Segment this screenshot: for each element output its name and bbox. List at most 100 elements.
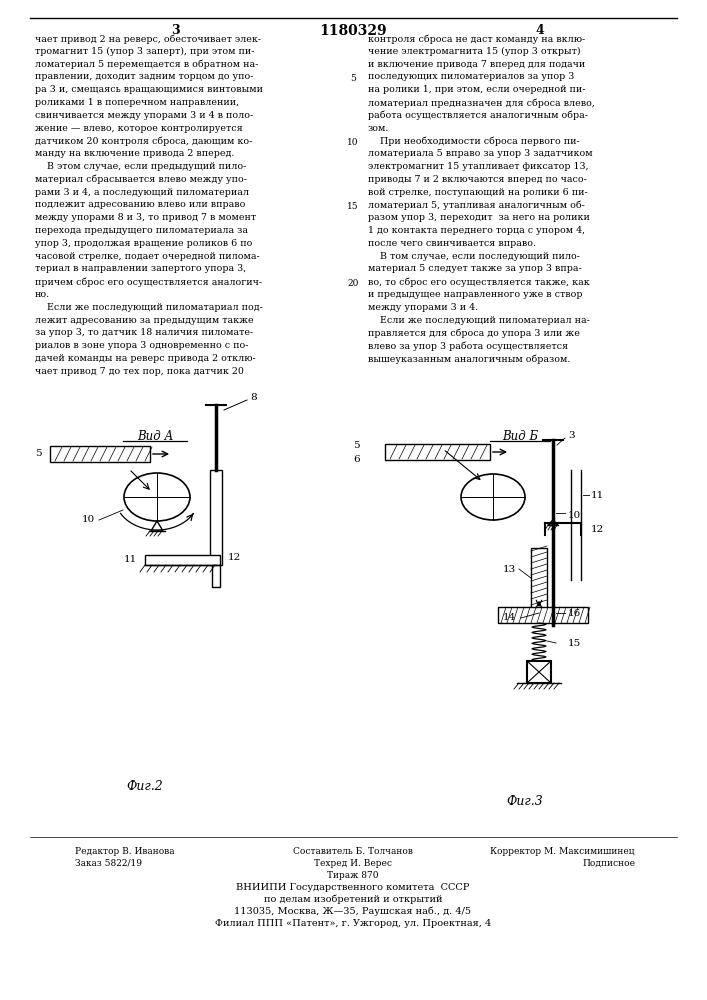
Ellipse shape bbox=[461, 474, 525, 520]
Text: часовой стрелке, подает очередной пилома-: часовой стрелке, подает очередной пилома… bbox=[35, 252, 259, 261]
Bar bbox=[145, 555, 220, 565]
Text: Вид Б: Вид Б bbox=[502, 430, 538, 443]
Text: последующих пиломатериалов за упор 3: последующих пиломатериалов за упор 3 bbox=[368, 72, 574, 81]
Text: Редактор В. Иванова: Редактор В. Иванова bbox=[75, 847, 175, 856]
Text: и предыдущее направленного уже в створ: и предыдущее направленного уже в створ bbox=[368, 290, 583, 299]
Text: В том случае, если последующий пило-: В том случае, если последующий пило- bbox=[368, 252, 580, 261]
Text: Филиал ППП «Патент», г. Ужгород, ул. Проектная, 4: Филиал ППП «Патент», г. Ужгород, ул. Про… bbox=[215, 919, 491, 928]
Text: Корректор М. Максимишинец: Корректор М. Максимишинец bbox=[491, 847, 635, 856]
Text: 11: 11 bbox=[124, 556, 137, 564]
Text: Техред И. Верес: Техред И. Верес bbox=[314, 859, 392, 868]
Text: 16: 16 bbox=[568, 609, 581, 618]
Text: Если же последующий пиломатариал под-: Если же последующий пиломатариал под- bbox=[35, 303, 263, 312]
Text: на ролики 1, при этом, если очередной пи-: на ролики 1, при этом, если очередной пи… bbox=[368, 85, 585, 94]
Text: Вид А: Вид А bbox=[137, 430, 173, 443]
Text: свинчивается между упорами 3 и 4 в поло-: свинчивается между упорами 3 и 4 в поло- bbox=[35, 111, 253, 120]
Bar bbox=[527, 661, 551, 683]
Text: 12: 12 bbox=[228, 552, 241, 562]
Text: 1 до контакта переднего торца с упором 4,: 1 до контакта переднего торца с упором 4… bbox=[368, 226, 585, 235]
Text: ломатериал 5, утапливая аналогичным об-: ломатериал 5, утапливая аналогичным об- bbox=[368, 200, 585, 210]
Text: работа осуществляется аналогичным обра-: работа осуществляется аналогичным обра- bbox=[368, 111, 588, 120]
Text: дачей команды на реверс привода 2 отклю-: дачей команды на реверс привода 2 отклю- bbox=[35, 354, 256, 363]
Text: но.: но. bbox=[35, 290, 50, 299]
Text: между упорами 3 и 4.: между упорами 3 и 4. bbox=[368, 303, 478, 312]
Text: 5: 5 bbox=[354, 442, 360, 450]
Text: 15: 15 bbox=[568, 639, 581, 648]
Text: материал сбрасывается влево между упо-: материал сбрасывается влево между упо- bbox=[35, 175, 247, 184]
Text: разом упор 3, переходит  за него на ролики: разом упор 3, переходит за него на ролик… bbox=[368, 213, 590, 222]
Text: вой стрелке, поступающий на ролики 6 пи-: вой стрелке, поступающий на ролики 6 пи- bbox=[368, 188, 588, 197]
Text: 3: 3 bbox=[568, 430, 575, 440]
Text: В этом случае, если предыдущий пило-: В этом случае, если предыдущий пило- bbox=[35, 162, 246, 171]
Text: упор 3, продолжая вращение роликов 6 по: упор 3, продолжая вращение роликов 6 по bbox=[35, 239, 252, 248]
Bar bbox=[531, 548, 547, 608]
Text: за упор 3, то датчик 18 наличия пиломате-: за упор 3, то датчик 18 наличия пиломате… bbox=[35, 328, 253, 337]
Text: причем сброс его осуществляется аналогич-: причем сброс его осуществляется аналогич… bbox=[35, 277, 262, 287]
Text: и включение привода 7 вперед для подачи: и включение привода 7 вперед для подачи bbox=[368, 60, 585, 69]
Text: Составитель Б. Толчанов: Составитель Б. Толчанов bbox=[293, 847, 413, 856]
Text: приводы 7 и 2 включаются вперед по часо-: приводы 7 и 2 включаются вперед по часо- bbox=[368, 175, 587, 184]
Text: роликами 1 в поперечном направлении,: роликами 1 в поперечном направлении, bbox=[35, 98, 239, 107]
Text: перехода предыдущего пиломатериала за: перехода предыдущего пиломатериала за bbox=[35, 226, 248, 235]
Text: подлежит адресованию влево или вправо: подлежит адресованию влево или вправо bbox=[35, 200, 245, 209]
Text: При необходимости сброса первого пи-: При необходимости сброса первого пи- bbox=[368, 136, 580, 146]
Text: ра 3 и, смещаясь вращающимися винтовыми: ра 3 и, смещаясь вращающимися винтовыми bbox=[35, 85, 263, 94]
Text: Фиг.3: Фиг.3 bbox=[507, 795, 544, 808]
Text: Подписное: Подписное bbox=[582, 859, 635, 868]
Text: датчиком 20 контроля сброса, дающим ко-: датчиком 20 контроля сброса, дающим ко- bbox=[35, 136, 252, 146]
Text: лежит адресованию за предыдущим также: лежит адресованию за предыдущим также bbox=[35, 316, 254, 325]
Text: 10: 10 bbox=[347, 138, 358, 147]
Text: жение — влево, которое контролируется: жение — влево, которое контролируется bbox=[35, 124, 243, 133]
Text: 5: 5 bbox=[35, 450, 42, 458]
Text: 12: 12 bbox=[591, 524, 604, 534]
Polygon shape bbox=[548, 520, 558, 525]
Text: 20: 20 bbox=[347, 279, 358, 288]
Bar bbox=[498, 607, 588, 623]
Text: 8: 8 bbox=[250, 392, 257, 401]
Text: 10: 10 bbox=[82, 516, 95, 524]
Text: Заказ 5822/19: Заказ 5822/19 bbox=[75, 859, 142, 868]
Bar bbox=[50, 446, 150, 462]
Text: чает привод 2 на реверс, обесточивает элек-: чает привод 2 на реверс, обесточивает эл… bbox=[35, 34, 261, 43]
Text: териал в направлении запертого упора 3,: териал в направлении запертого упора 3, bbox=[35, 264, 246, 273]
Text: Фиг.2: Фиг.2 bbox=[127, 780, 163, 793]
Text: влево за упор 3 работа осуществляется: влево за упор 3 работа осуществляется bbox=[368, 341, 568, 351]
Text: 4: 4 bbox=[536, 24, 544, 37]
Text: риалов в зоне упора 3 одновременно с по-: риалов в зоне упора 3 одновременно с по- bbox=[35, 341, 248, 350]
Text: правлении, доходит задним торцом до упо-: правлении, доходит задним торцом до упо- bbox=[35, 72, 254, 81]
Text: 10: 10 bbox=[568, 510, 581, 520]
Text: тромагнит 15 (упор 3 заперт), при этом пи-: тромагнит 15 (упор 3 заперт), при этом п… bbox=[35, 47, 255, 56]
Text: 113035, Москва, Ж—35, Раушская наб., д. 4/5: 113035, Москва, Ж—35, Раушская наб., д. … bbox=[235, 907, 472, 916]
Text: по делам изобретений и открытий: по делам изобретений и открытий bbox=[264, 895, 443, 904]
Bar bbox=[210, 470, 222, 565]
Bar bbox=[385, 444, 490, 460]
Text: 13: 13 bbox=[503, 564, 516, 574]
Text: контроля сброса не даст команду на вклю-: контроля сброса не даст команду на вклю- bbox=[368, 34, 585, 43]
Text: чение электромагнита 15 (упор 3 открыт): чение электромагнита 15 (упор 3 открыт) bbox=[368, 47, 580, 56]
Text: 15: 15 bbox=[347, 202, 359, 211]
Polygon shape bbox=[151, 521, 163, 531]
Text: между упорами 8 и 3, то привод 7 в момент: между упорами 8 и 3, то привод 7 в момен… bbox=[35, 213, 256, 222]
Text: манду на включение привода 2 вперед.: манду на включение привода 2 вперед. bbox=[35, 149, 235, 158]
Text: чает привод 7 до тех пор, пока датчик 20: чает привод 7 до тех пор, пока датчик 20 bbox=[35, 367, 244, 376]
Text: ВНИИПИ Государственного комитета  СССР: ВНИИПИ Государственного комитета СССР bbox=[236, 883, 469, 892]
Bar bbox=[212, 565, 220, 587]
Text: электромагнит 15 утапливает фиксатор 13,: электромагнит 15 утапливает фиксатор 13, bbox=[368, 162, 589, 171]
Ellipse shape bbox=[124, 473, 190, 521]
Text: 1180329: 1180329 bbox=[319, 24, 387, 38]
Text: 6: 6 bbox=[354, 454, 360, 464]
Text: после чего свинчивается вправо.: после чего свинчивается вправо. bbox=[368, 239, 536, 248]
Text: 5: 5 bbox=[350, 74, 356, 83]
Text: зом.: зом. bbox=[368, 124, 390, 133]
Text: Тираж 870: Тираж 870 bbox=[327, 871, 379, 880]
Text: материал 5 следует также за упор 3 впра-: материал 5 следует также за упор 3 впра- bbox=[368, 264, 582, 273]
Text: 3: 3 bbox=[170, 24, 180, 37]
Text: правляется для сброса до упора 3 или же: правляется для сброса до упора 3 или же bbox=[368, 328, 580, 338]
Text: во, то сброс его осуществляется также, как: во, то сброс его осуществляется также, к… bbox=[368, 277, 590, 287]
Text: вышеуказанным аналогичным образом.: вышеуказанным аналогичным образом. bbox=[368, 354, 571, 363]
Text: ломатериал 5 перемещается в обратном на-: ломатериал 5 перемещается в обратном на- bbox=[35, 60, 258, 69]
Text: 11: 11 bbox=[591, 490, 604, 499]
Text: ломатериал предназначен для сброса влево,: ломатериал предназначен для сброса влево… bbox=[368, 98, 595, 107]
Text: ломатериала 5 вправо за упор 3 задатчиком: ломатериала 5 вправо за упор 3 задатчико… bbox=[368, 149, 592, 158]
Text: рами 3 и 4, а последующий пиломатериал: рами 3 и 4, а последующий пиломатериал bbox=[35, 188, 249, 197]
